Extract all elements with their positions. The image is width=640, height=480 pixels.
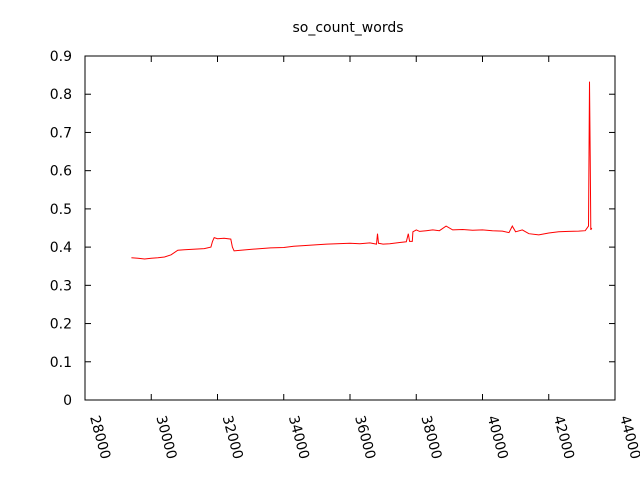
x-tick-label: 30000 <box>152 414 179 461</box>
y-tick-label: 0.2 <box>50 317 72 333</box>
x-tick-label: 42000 <box>550 414 577 461</box>
x-tick-label: 36000 <box>351 414 378 461</box>
chart-title: so_count_words <box>292 20 403 36</box>
plot-frame <box>84 55 616 401</box>
y-tick-label: 0.3 <box>50 278 72 294</box>
y-tick-label: 0.8 <box>50 87 72 103</box>
x-tick-label: 32000 <box>219 414 246 461</box>
x-tick-label: 40000 <box>484 414 511 461</box>
y-tick-label: 0.1 <box>50 355 72 371</box>
y-tick-label: 0.7 <box>50 125 72 141</box>
x-tick-label: 38000 <box>417 414 444 461</box>
series-line <box>131 81 593 260</box>
x-tick-label: 28000 <box>86 414 113 461</box>
y-axis: 0 0.1 0.2 0.3 0.4 0.5 0.6 0.7 0.8 0.9 <box>50 49 615 409</box>
y-tick-label: 0.4 <box>50 240 72 256</box>
y-tick-label: 0.6 <box>50 164 72 180</box>
y-tick-label: 0.5 <box>50 202 72 218</box>
y-tick-label: 0.9 <box>50 49 72 65</box>
x-tick-label: 44000 <box>616 414 640 461</box>
x-tick-label: 34000 <box>285 414 312 461</box>
y-tick-label: 0 <box>63 393 72 409</box>
